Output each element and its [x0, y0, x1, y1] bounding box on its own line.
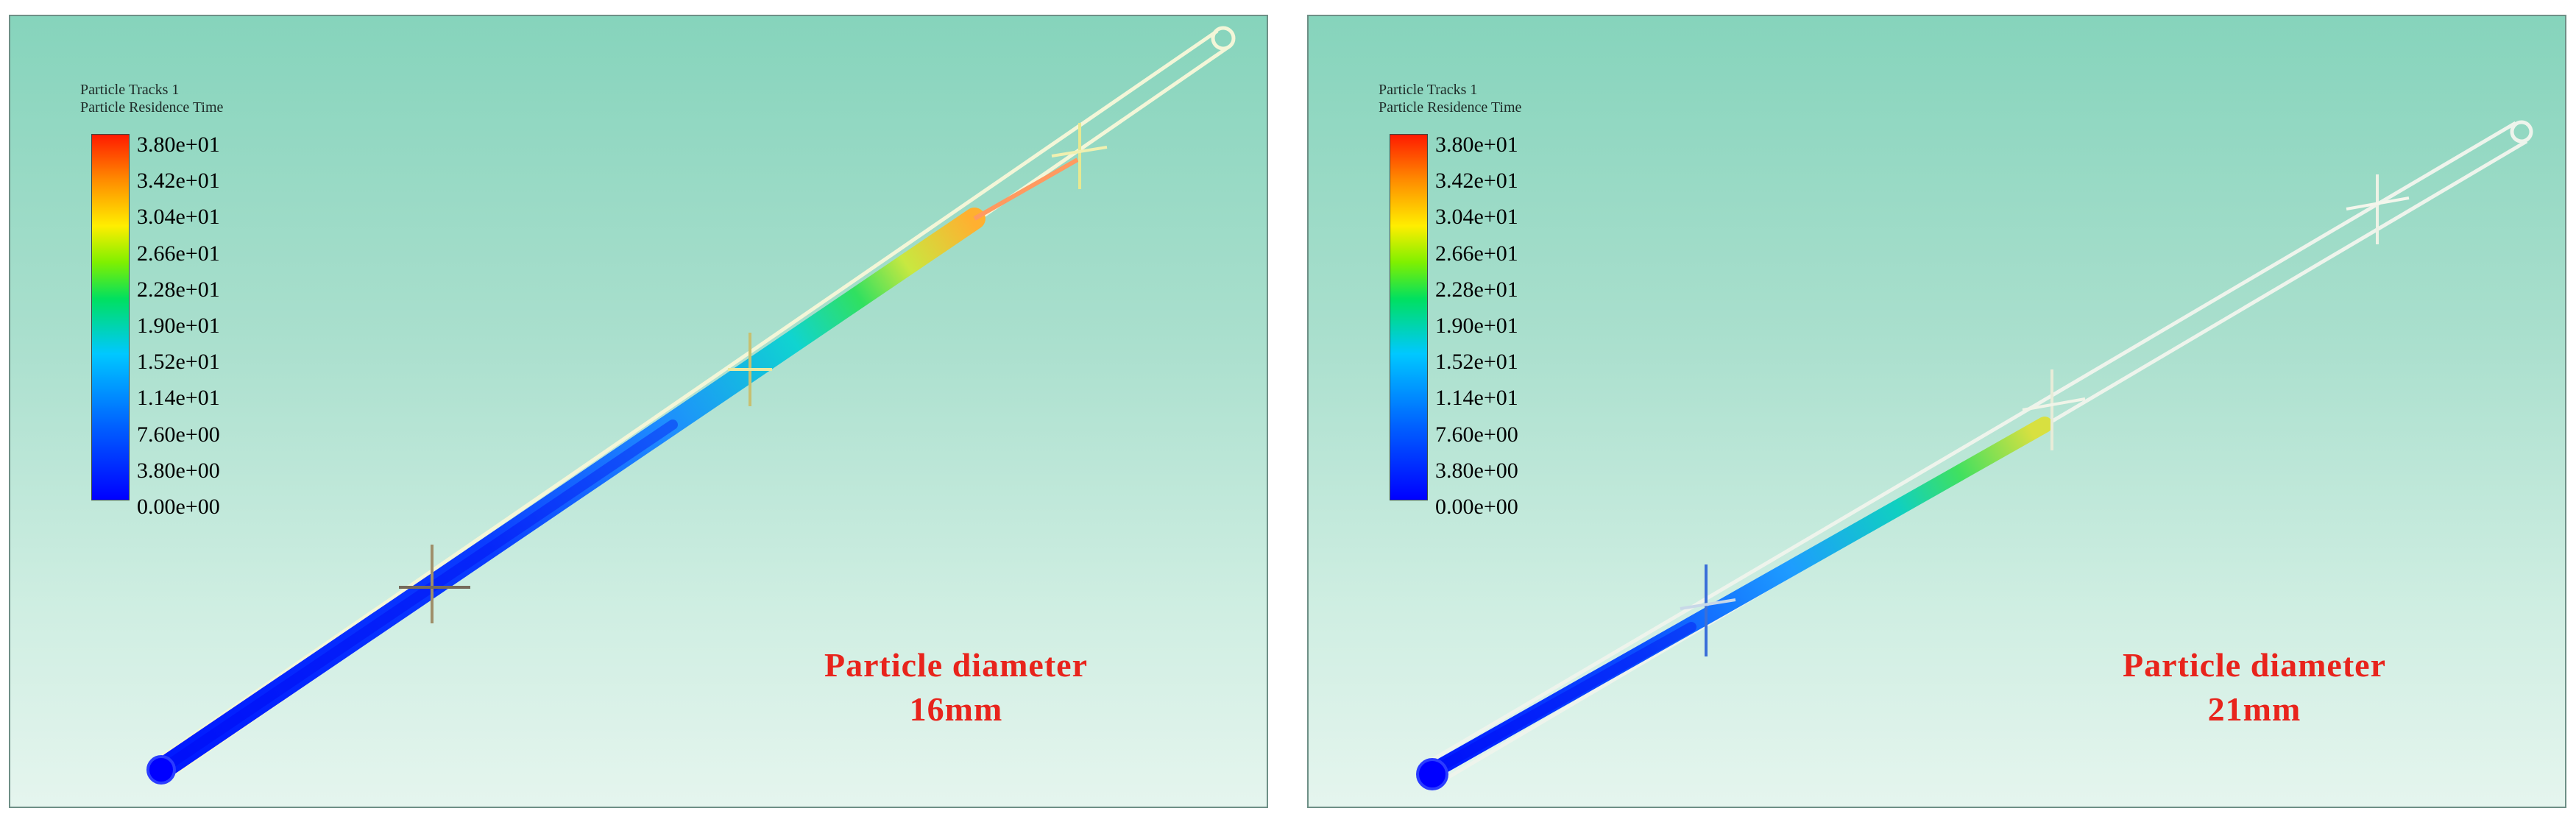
tick-label: 3.04e+01 [137, 205, 220, 229]
inlet-end-cap [1416, 758, 1448, 790]
legend-title: Particle Tracks 1 [80, 82, 180, 98]
particle-track [150, 208, 986, 781]
particle-track [1422, 417, 2053, 781]
caption-value: 16mm [909, 690, 1003, 728]
inlet-end-cap [146, 755, 176, 785]
simulation-panel-21mm: Particle Tracks 1 Particle Residence Tim… [1307, 15, 2566, 808]
tick-label: 2.28e+01 [1435, 277, 1518, 302]
tick-label: 1.90e+01 [1435, 314, 1518, 338]
tick-label: 2.28e+01 [137, 277, 220, 302]
simulation-panel-16mm: Particle Tracks 1 Particle Residence Tim… [9, 15, 1268, 808]
tick-label: 0.00e+00 [1435, 495, 1518, 519]
color-scale-bar [1390, 134, 1428, 500]
tick-label: 1.90e+01 [137, 314, 220, 338]
junction-markers [399, 123, 1108, 623]
legend-subtitle: Particle Residence Time [80, 99, 224, 116]
tick-label: 3.04e+01 [1435, 205, 1518, 229]
particle-track-render [1416, 120, 2533, 790]
legend-subtitle: Particle Residence Time [1379, 99, 1522, 116]
junction-markers [1680, 174, 2410, 656]
caption-label: Particle diameter [2123, 646, 2386, 684]
tick-label: 0.00e+00 [137, 495, 220, 519]
tick-label: 3.42e+01 [137, 169, 220, 193]
particle-track-render [146, 26, 1236, 785]
tick-label: 3.80e+00 [137, 458, 220, 483]
color-scale-bar [91, 134, 130, 500]
tick-label: 7.60e+00 [1435, 422, 1518, 447]
caption-label: Particle diameter [824, 646, 1088, 684]
tick-label: 2.66e+01 [1435, 241, 1518, 266]
tick-label: 3.80e+01 [137, 132, 220, 157]
caption-value: 21mm [2207, 690, 2301, 728]
tick-label: 3.80e+00 [1435, 458, 1518, 483]
tick-label: 1.52e+01 [1435, 350, 1518, 374]
tick-label: 3.42e+01 [1435, 169, 1518, 193]
tick-label: 1.14e+01 [1435, 386, 1518, 410]
tick-label: 1.14e+01 [137, 386, 220, 410]
tick-label: 1.52e+01 [137, 350, 220, 374]
legend-title: Particle Tracks 1 [1379, 82, 1478, 98]
tick-label: 7.60e+00 [137, 422, 220, 447]
tick-label: 2.66e+01 [137, 241, 220, 266]
tick-label: 3.80e+01 [1435, 132, 1518, 157]
